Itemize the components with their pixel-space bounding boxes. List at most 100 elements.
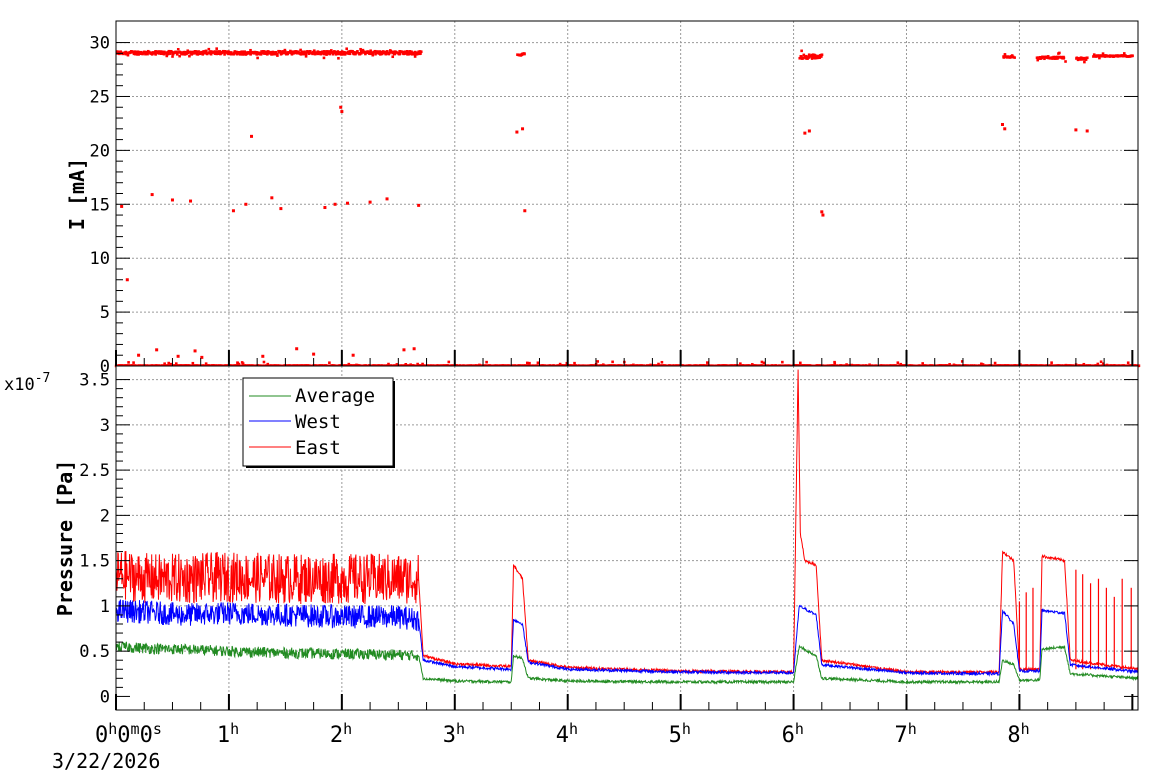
current-point xyxy=(369,52,373,55)
current-point xyxy=(413,53,417,56)
current-point xyxy=(536,361,540,365)
current-point xyxy=(244,202,248,206)
current-point xyxy=(218,50,221,53)
current-point xyxy=(819,55,823,58)
current-point xyxy=(189,199,193,203)
current-point xyxy=(1137,364,1141,367)
current-point xyxy=(325,50,328,53)
current-point xyxy=(274,50,278,54)
current-point xyxy=(818,56,822,59)
current-point xyxy=(805,54,808,58)
current-point xyxy=(230,52,234,56)
x-tick-label-unit: h xyxy=(795,720,804,738)
series-line-east xyxy=(115,369,1138,676)
current-point xyxy=(196,53,200,56)
current-point xyxy=(190,53,194,56)
legend-shadow-bottom xyxy=(246,466,395,468)
current-point xyxy=(412,347,416,351)
current-point xyxy=(1046,55,1050,58)
current-point xyxy=(323,51,327,54)
current-point xyxy=(1036,58,1040,62)
current-point xyxy=(183,53,187,56)
current-point xyxy=(631,364,635,367)
pressure-y-tick-label: 2 xyxy=(100,506,110,526)
current-point xyxy=(302,52,306,56)
current-point xyxy=(521,127,525,131)
current-point xyxy=(374,52,377,56)
current-point xyxy=(419,52,422,55)
current-point xyxy=(266,52,269,56)
current-point xyxy=(202,50,206,53)
current-point xyxy=(980,362,983,366)
x-axis-date: 3/22/2026 xyxy=(52,749,160,773)
current-point xyxy=(1043,57,1046,61)
current-point xyxy=(300,50,304,54)
current-point xyxy=(645,364,649,367)
current-point xyxy=(329,50,333,54)
current-point xyxy=(373,49,377,53)
current-point xyxy=(523,52,526,55)
current-point xyxy=(398,52,402,56)
current-point xyxy=(1126,361,1130,365)
current-point xyxy=(242,52,246,56)
current-point xyxy=(781,360,784,364)
current-point xyxy=(290,50,294,54)
current-point xyxy=(154,51,157,55)
current-point xyxy=(351,49,354,53)
current-point xyxy=(821,213,825,217)
current-point xyxy=(200,355,204,359)
current-point xyxy=(1077,57,1081,60)
current-point xyxy=(135,53,139,56)
current-point xyxy=(391,55,395,59)
current-point xyxy=(222,50,226,54)
current-point xyxy=(167,361,171,365)
x-tick-label: 4h xyxy=(556,720,578,748)
current-point xyxy=(358,52,362,56)
current-point xyxy=(122,51,125,55)
current-point xyxy=(234,364,237,367)
current-point xyxy=(308,49,312,53)
current-point xyxy=(1092,53,1096,56)
current-point xyxy=(1124,54,1127,58)
current-point xyxy=(807,129,811,133)
pressure-data xyxy=(115,369,1139,686)
current-point xyxy=(706,361,709,364)
x-tick-label: 7h xyxy=(894,720,916,748)
current-point xyxy=(1122,52,1126,55)
current-point xyxy=(981,363,985,366)
current-point xyxy=(371,53,375,57)
current-point xyxy=(154,50,158,53)
current-point xyxy=(417,364,421,367)
current-point xyxy=(807,53,811,57)
current-point xyxy=(1101,54,1105,58)
current-point xyxy=(183,50,187,54)
current-point xyxy=(1083,60,1086,64)
current-point xyxy=(416,362,419,366)
x-axis-tick-labels: 0h0m0s 1h 2h 3h 4h 5h 6h 7h 8h xyxy=(95,720,1030,748)
current-point xyxy=(178,54,181,58)
x-tick-label-unit: h xyxy=(343,720,352,738)
current-point xyxy=(131,50,135,54)
current-point xyxy=(241,50,245,54)
current-point xyxy=(154,53,157,56)
current-point xyxy=(1037,56,1040,59)
current-point xyxy=(173,364,176,367)
current-point xyxy=(803,131,807,135)
current-point xyxy=(340,50,344,53)
current-point xyxy=(771,364,774,367)
current-point xyxy=(596,360,599,363)
current-point xyxy=(233,50,237,53)
current-point xyxy=(235,52,239,56)
current-point xyxy=(322,56,326,60)
current-point xyxy=(311,52,314,56)
current-point xyxy=(344,51,348,55)
current-point xyxy=(419,50,423,54)
current-point xyxy=(333,202,337,206)
current-point xyxy=(165,54,169,58)
current-point xyxy=(379,50,383,54)
current-point xyxy=(331,52,335,56)
current-point xyxy=(361,48,365,52)
current-point xyxy=(814,54,817,57)
current-point xyxy=(188,54,191,58)
current-point xyxy=(413,50,417,54)
